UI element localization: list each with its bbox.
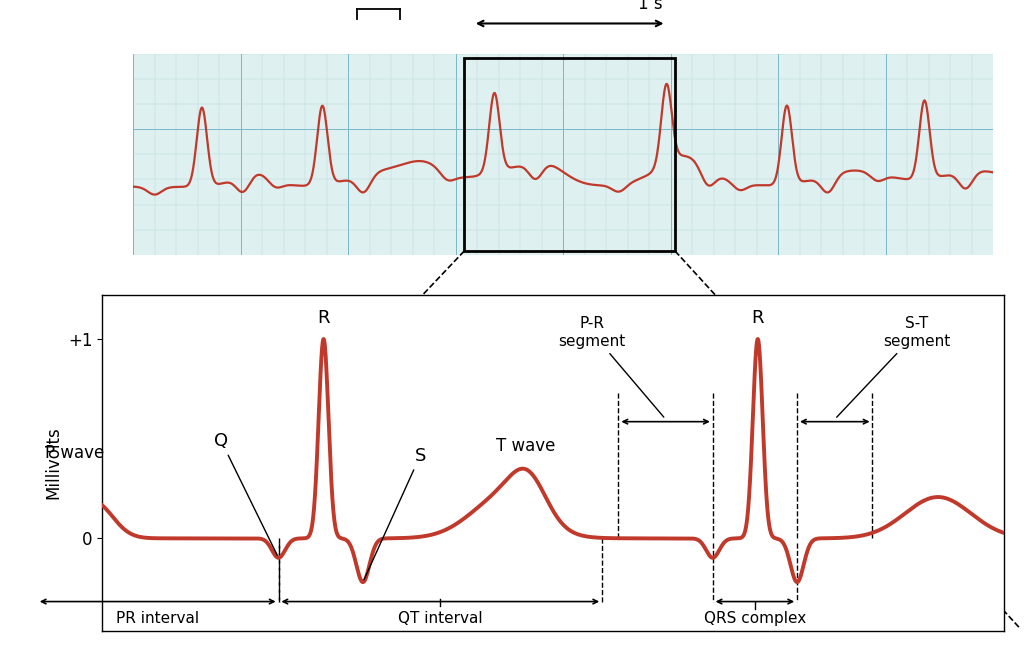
Text: P-R
segment: P-R segment xyxy=(558,316,664,417)
Text: S: S xyxy=(365,447,426,580)
Bar xyxy=(464,58,675,251)
Text: S-T
segment: S-T segment xyxy=(837,316,950,417)
Text: 1 s: 1 s xyxy=(639,0,664,13)
Text: R: R xyxy=(752,309,764,327)
Text: Q: Q xyxy=(214,432,278,556)
Text: P wave: P wave xyxy=(45,444,104,462)
Text: QRS complex: QRS complex xyxy=(703,611,806,626)
Text: T wave: T wave xyxy=(496,437,555,455)
Text: QT interval: QT interval xyxy=(398,611,482,626)
Text: PR interval: PR interval xyxy=(116,611,200,626)
Y-axis label: Millivolts: Millivolts xyxy=(45,427,62,499)
Text: R: R xyxy=(317,309,330,327)
